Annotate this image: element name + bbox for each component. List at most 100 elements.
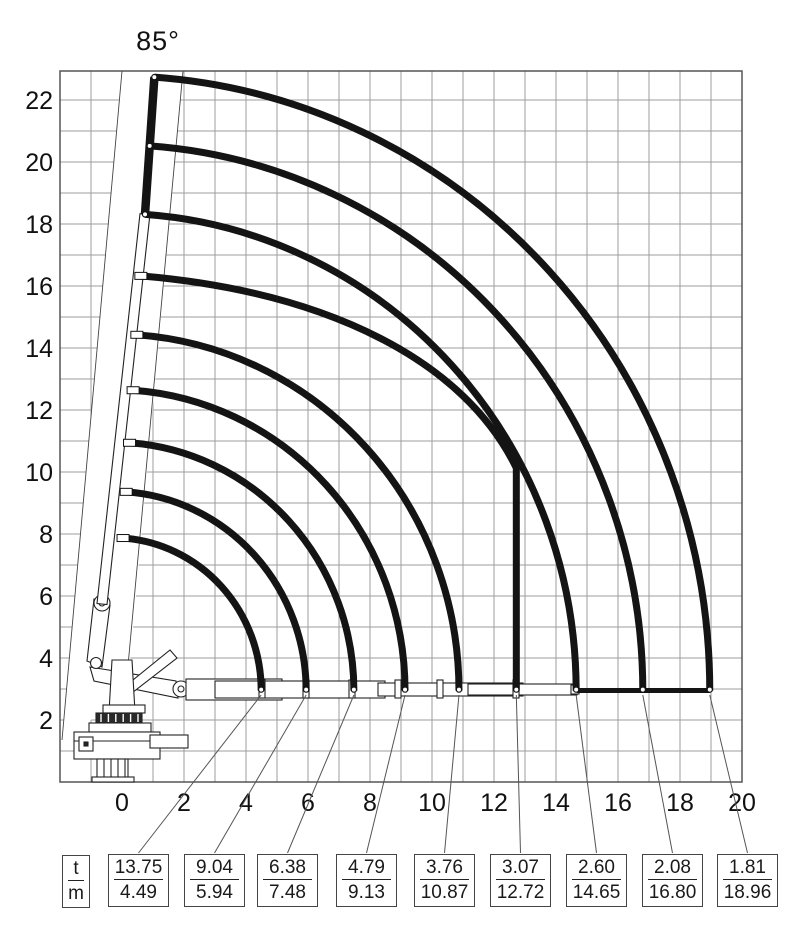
boom-collar	[134, 271, 148, 280]
arc-end-dot	[639, 686, 647, 693]
fraction-bar	[647, 879, 698, 880]
reach-value: 14.65	[572, 882, 621, 903]
x-axis-tick-label: 10	[418, 789, 446, 817]
reach-value: 18.96	[723, 882, 772, 903]
boom-collar	[116, 534, 130, 543]
crane-drawing	[73, 76, 710, 783]
arc-end-dot	[257, 686, 265, 693]
load-value: 2.60	[578, 857, 615, 878]
boom-collar	[119, 487, 133, 496]
h-boom-collar	[436, 679, 444, 699]
reach-value: 16.80	[648, 882, 697, 903]
capacity-box: 2.60 14.65	[566, 854, 627, 907]
crane-slew-ring	[95, 712, 143, 724]
arc-end-dot	[455, 686, 463, 693]
capacity-arc	[125, 488, 310, 691]
capacity-arc	[136, 331, 463, 691]
x-axis-tick-label: 4	[239, 789, 253, 817]
crane-elbow-joint	[89, 656, 103, 670]
boom-joint-dot	[151, 73, 158, 81]
fraction-bar	[341, 879, 392, 880]
load-value: 1.81	[729, 857, 766, 878]
y-axis-tick-label: 14	[25, 335, 53, 363]
arc-end-dot	[706, 686, 713, 693]
crane-mount-arm	[149, 734, 189, 749]
y-axis-tick-label: 20	[25, 149, 53, 177]
capacity-box: 4.79 9.13	[336, 854, 397, 907]
load-value: 3.76	[426, 857, 463, 878]
fraction-bar	[419, 879, 470, 880]
leader-line	[444, 694, 460, 854]
boom-angle-label: 85°	[136, 26, 180, 56]
boom-joint-dot	[146, 142, 153, 150]
capacity-arc	[154, 73, 714, 691]
leader-line	[214, 694, 307, 854]
leader-line	[575, 694, 597, 854]
fraction-bar	[189, 879, 240, 880]
h-boom-section-4	[467, 683, 578, 696]
y-axis-tick-label: 4	[39, 645, 53, 673]
fraction-bar	[67, 880, 85, 881]
arc-end-dot	[572, 686, 580, 693]
y-axis-tick-label: 18	[25, 211, 53, 239]
sector-limit-line-right	[124, 70, 184, 699]
leader-line	[515, 694, 521, 854]
crane-foot-plate	[91, 776, 135, 783]
leader-line	[366, 694, 406, 854]
reach-value: 7.48	[269, 882, 306, 903]
arc-end-dot	[350, 686, 358, 693]
boom-joint-dot	[141, 211, 149, 218]
capacity-arc	[129, 439, 358, 691]
boom-root-pin	[177, 685, 185, 693]
x-axis-tick-label: 20	[728, 789, 756, 817]
reach-value: 12.72	[496, 882, 545, 903]
capacity-box: 3.76 10.87	[414, 854, 475, 907]
capacity-box: 6.38 7.48	[257, 854, 318, 907]
x-axis-tick-label: 14	[542, 789, 570, 817]
load-value: 3.07	[502, 857, 539, 878]
fraction-bar	[495, 879, 546, 880]
base-frame-dot	[83, 741, 89, 747]
crane-support-column	[96, 758, 129, 779]
fraction-bar	[571, 879, 622, 880]
arc-end-dot	[302, 686, 310, 693]
capacity-box: 1.81 18.96	[717, 854, 778, 907]
y-axis-tick-label: 2	[39, 707, 53, 735]
y-axis-tick-label: 8	[39, 521, 53, 549]
capacity-arc	[144, 210, 580, 691]
crane-rotator-cap	[102, 704, 146, 714]
capacity-box: 2.08 16.80	[642, 854, 703, 907]
x-axis-tick-label: 16	[604, 789, 632, 817]
y-axis-tick-label: 22	[25, 87, 53, 115]
crane-base-plate	[88, 722, 152, 733]
capacity-box: 9.04 5.94	[184, 854, 245, 907]
capacity-arc	[122, 534, 265, 691]
load-value: 2.08	[654, 857, 691, 878]
capacity-arc	[149, 142, 647, 691]
reach-value: 4.49	[120, 882, 157, 903]
fraction-bar	[113, 879, 164, 880]
capacity-arcs	[122, 73, 714, 691]
boom-collar	[126, 386, 140, 395]
x-axis-tick-label: 8	[363, 789, 377, 817]
fraction-bar	[262, 879, 313, 880]
fraction-bar	[722, 879, 773, 880]
arc-end-dot	[513, 686, 520, 693]
sector-limit-line-left	[61, 70, 123, 741]
boom-collar	[123, 438, 137, 447]
load-value: 6.38	[269, 857, 306, 878]
unit-load-label: t	[73, 858, 79, 879]
capacity-arc	[132, 386, 409, 691]
load-value: 9.04	[196, 857, 233, 878]
reach-value: 5.94	[196, 882, 233, 903]
axis-labels: 24681012141618202202468101214161820	[25, 87, 756, 817]
leader-line	[642, 694, 673, 854]
capacity-box: 3.07 12.72	[490, 854, 551, 907]
h-boom-section-2	[214, 680, 386, 699]
y-axis-tick-label: 12	[25, 397, 53, 425]
reach-value: 10.87	[420, 882, 469, 903]
x-axis-tick-label: 0	[115, 789, 129, 817]
